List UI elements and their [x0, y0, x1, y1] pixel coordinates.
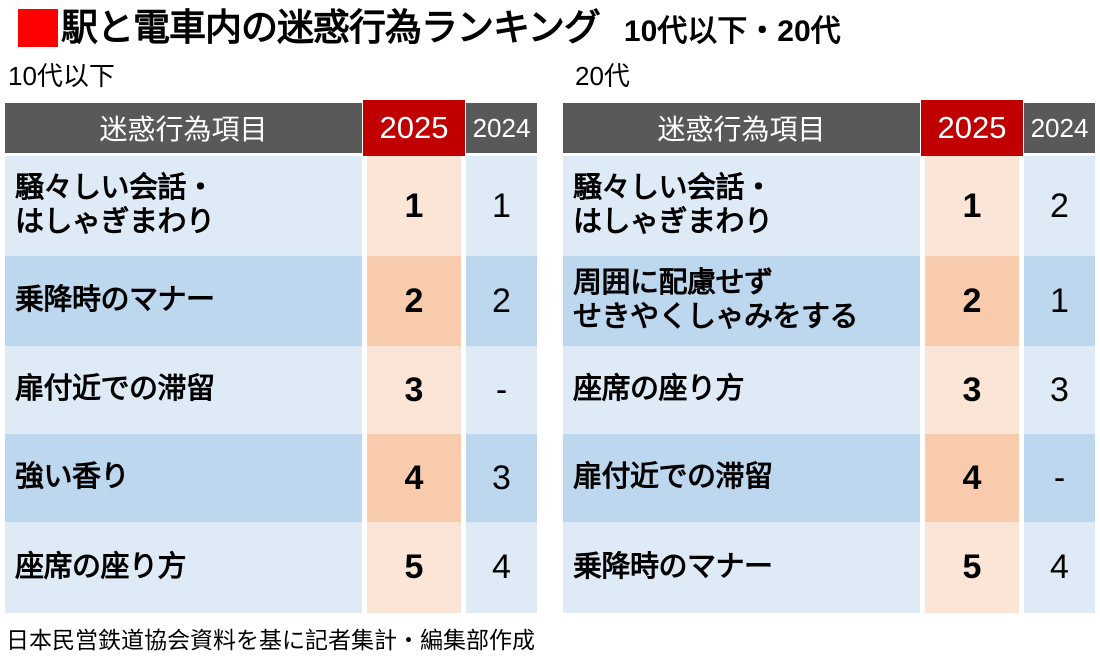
item-label: 乗降時のマナー: [563, 522, 920, 613]
rank-2025: 4: [367, 434, 461, 522]
rank-2024: 1: [466, 156, 537, 256]
rank-2025: 5: [367, 522, 461, 613]
page-title: 駅と電車内の迷惑行為ランキング: [61, 6, 601, 48]
item-label: 乗降時のマナー: [5, 256, 362, 346]
ranking-table-under10s: 迷惑行為項目 2025 2024 騒々しい会話・ はしゃぎまわり 1 1 乗降時…: [5, 100, 537, 613]
column-header-2025: 2025: [363, 100, 465, 156]
rank-2024: 1: [1024, 256, 1095, 346]
table-row: 扉付近での滞留 4 -: [563, 434, 1095, 522]
column-header-item: 迷惑行為項目: [5, 103, 362, 153]
rank-2025: 2: [367, 256, 461, 346]
table-row: 強い香り 4 3: [5, 434, 537, 522]
rank-2024: -: [466, 346, 537, 434]
title-bullet-square-icon: [18, 9, 58, 47]
item-label: 座席の座り方: [563, 346, 920, 434]
table-row: 扉付近での滞留 3 -: [5, 346, 537, 434]
item-label: 扉付近での滞留: [563, 434, 920, 522]
rank-2025: 1: [925, 156, 1019, 256]
table-row: 乗降時のマナー 2 2: [5, 256, 537, 346]
rank-2024: 2: [466, 256, 537, 346]
table-row: 騒々しい会話・ はしゃぎまわり 1 2: [563, 156, 1095, 256]
title-row: 駅と電車内の迷惑行為ランキング 10代以下・20代: [18, 6, 841, 50]
item-label: 騒々しい会話・ はしゃぎまわり: [5, 156, 362, 256]
item-label: 騒々しい会話・ はしゃぎまわり: [563, 156, 920, 256]
table-label-under10s: 10代以下: [8, 61, 115, 91]
table-row: 騒々しい会話・ はしゃぎまわり 1 1: [5, 156, 537, 256]
table-row: 座席の座り方 5 4: [5, 522, 537, 613]
rank-2025: 3: [367, 346, 461, 434]
rank-2024: -: [1024, 434, 1095, 522]
table-row: 周囲に配慮せず せきやくしゃみをする 2 1: [563, 256, 1095, 346]
item-label: 周囲に配慮せず せきやくしゃみをする: [563, 256, 920, 346]
rank-2024: 4: [466, 522, 537, 613]
rank-2024: 3: [466, 434, 537, 522]
table-header-row: 迷惑行為項目 2025 2024: [5, 100, 537, 156]
column-header-2024: 2024: [466, 103, 537, 153]
rank-2025: 3: [925, 346, 1019, 434]
rank-2025: 5: [925, 522, 1019, 613]
item-label: 強い香り: [5, 434, 362, 522]
ranking-table-20s: 迷惑行為項目 2025 2024 騒々しい会話・ はしゃぎまわり 1 2 周囲に…: [563, 100, 1095, 613]
item-label: 座席の座り方: [5, 522, 362, 613]
rank-2024: 2: [1024, 156, 1095, 256]
column-header-item: 迷惑行為項目: [563, 103, 920, 153]
rank-2024: 3: [1024, 346, 1095, 434]
table-label-20s: 20代: [575, 61, 630, 91]
rank-2024: 4: [1024, 522, 1095, 613]
rank-2025: 2: [925, 256, 1019, 346]
item-label: 扉付近での滞留: [5, 346, 362, 434]
rank-2025: 1: [367, 156, 461, 256]
table-header-row: 迷惑行為項目 2025 2024: [563, 100, 1095, 156]
table-row: 座席の座り方 3 3: [563, 346, 1095, 434]
page-subtitle: 10代以下・20代: [623, 15, 841, 48]
column-header-2024: 2024: [1024, 103, 1095, 153]
table-row: 乗降時のマナー 5 4: [563, 522, 1095, 613]
source-note: 日本民営鉄道協会資料を基に記者集計・編集部作成: [6, 627, 535, 653]
column-header-2025: 2025: [921, 100, 1023, 156]
rank-2025: 4: [925, 434, 1019, 522]
